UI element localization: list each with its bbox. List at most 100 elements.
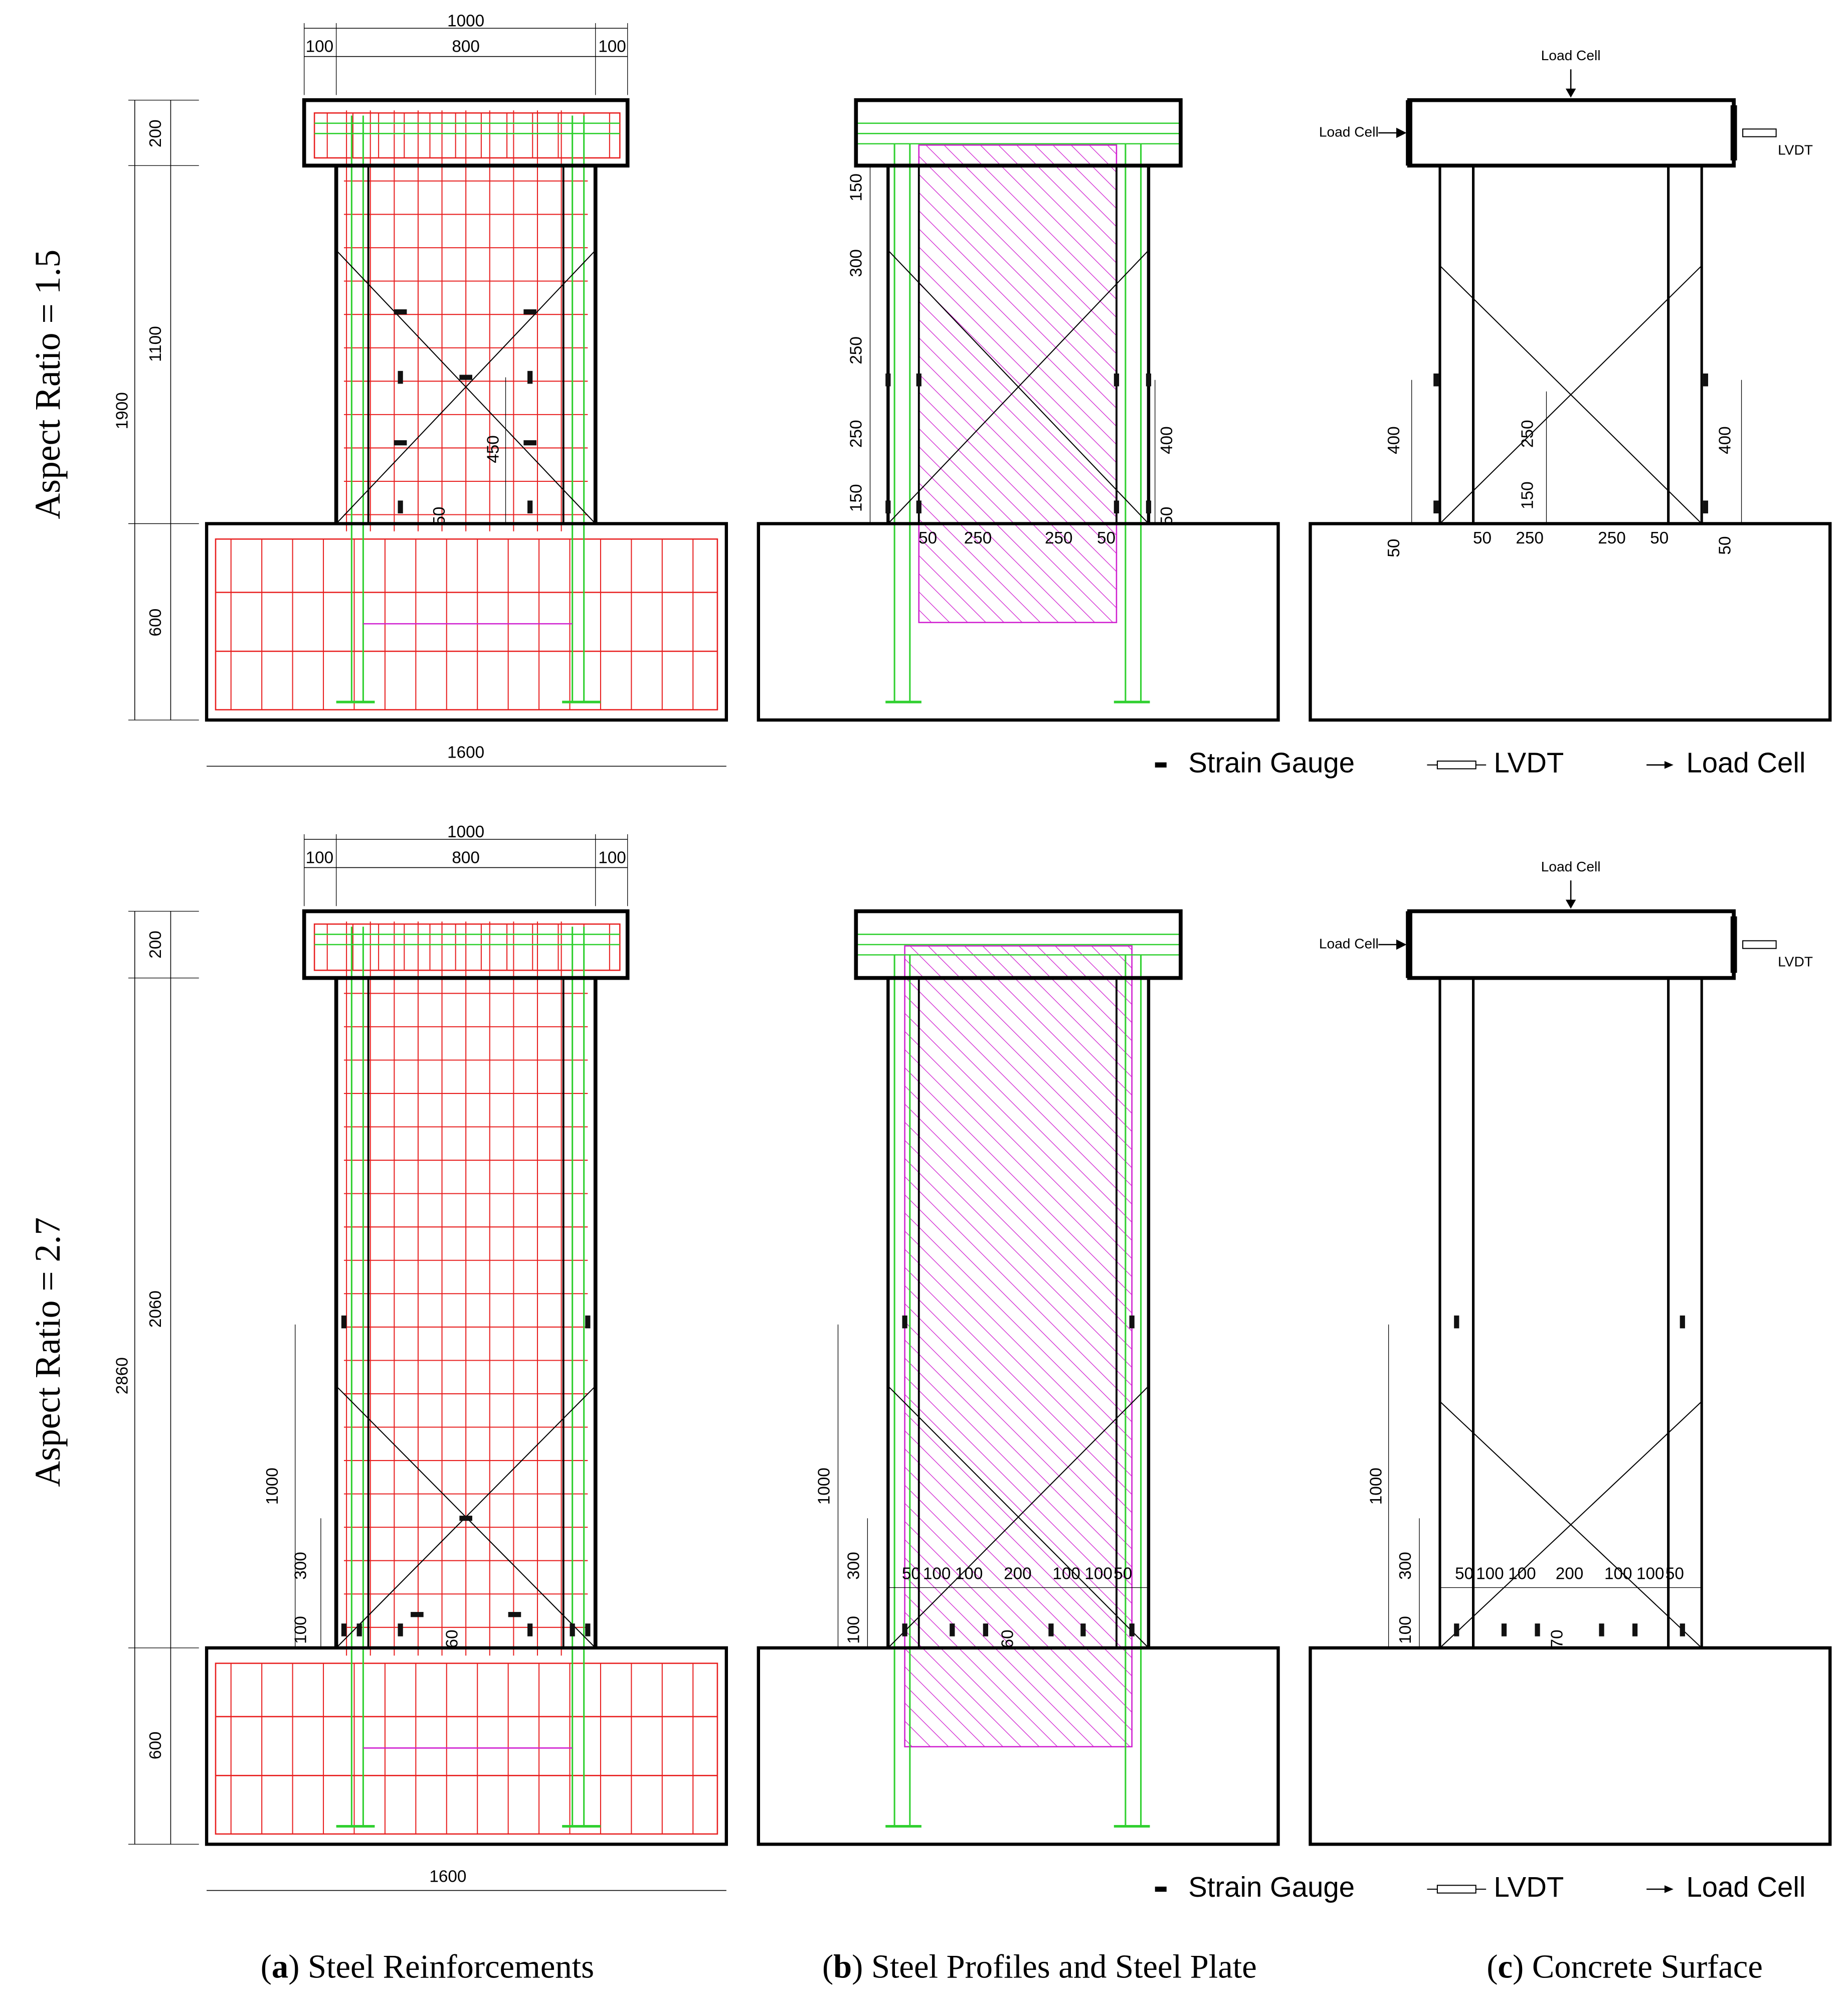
- captions: (a) Steel Reinforcements (b) Steel Profi…: [261, 1949, 1763, 1985]
- strain-gauge: [585, 1623, 591, 1636]
- strain-gauge: [1454, 1623, 1459, 1636]
- strain-gauge: [902, 1315, 907, 1329]
- label: LVDT: [1778, 954, 1813, 969]
- legend-label: Load Cell: [1686, 1871, 1805, 1903]
- label: Load Cell: [1319, 936, 1379, 951]
- label: 250: [1045, 529, 1073, 548]
- lvdt: [1742, 940, 1777, 949]
- foundation: [1309, 522, 1832, 722]
- steel-plate: [918, 144, 1118, 623]
- strain-gauge: [916, 373, 921, 387]
- strain-gauge: [1680, 1623, 1685, 1636]
- strain-gauge: [398, 371, 403, 384]
- label: 250: [1516, 529, 1544, 548]
- label: 50: [430, 507, 449, 525]
- caption: (a) Steel Reinforcements: [261, 1949, 594, 1985]
- foundation: [205, 522, 728, 722]
- strain-gauge: [1048, 1623, 1054, 1636]
- strain-gauge: [341, 1623, 347, 1636]
- strain-gauge: [523, 309, 536, 315]
- label: 250: [847, 420, 866, 448]
- label: 100: [1052, 1565, 1080, 1583]
- strain-gauge: [1146, 500, 1152, 513]
- strain-gauge: [398, 500, 403, 513]
- label: 400: [1716, 426, 1735, 454]
- strain-gauge: [885, 500, 891, 513]
- label: 1600: [447, 743, 484, 762]
- line: [887, 1385, 1149, 1649]
- beam: [854, 98, 1183, 168]
- strain-gauge: [523, 440, 536, 446]
- label: 100: [1476, 1565, 1504, 1583]
- strain-gauge: [950, 1623, 955, 1636]
- arrow: [1396, 127, 1407, 138]
- label: 50: [1455, 1565, 1473, 1583]
- label: 100: [1604, 1565, 1632, 1583]
- label: 100: [1508, 1565, 1536, 1583]
- strain-gauge: [398, 1623, 403, 1636]
- label: 200: [1004, 1565, 1032, 1583]
- beam: [854, 909, 1183, 980]
- label: 250: [1598, 529, 1626, 548]
- legend-label: Strain Gauge: [1188, 1871, 1355, 1903]
- strain-gauge: [983, 1623, 988, 1636]
- caption: (b) Steel Profiles and Steel Plate: [822, 1949, 1257, 1985]
- legend-arrow: [1664, 1885, 1674, 1893]
- line: [887, 250, 1149, 524]
- strain-gauge: [341, 1315, 347, 1329]
- strain-gauge: [1129, 1623, 1135, 1636]
- foundation: [757, 1646, 1280, 1846]
- strain-gauge: [1433, 500, 1439, 513]
- label: 2060: [146, 1291, 165, 1328]
- arrow: [1565, 88, 1576, 98]
- strain-gauge: [459, 375, 472, 380]
- label: 60: [999, 1629, 1017, 1648]
- strain-gauge: [570, 1623, 575, 1636]
- line: [1439, 1401, 1702, 1649]
- label: 400: [1385, 426, 1403, 454]
- label: 100: [1636, 1565, 1665, 1583]
- label: 50: [1114, 1565, 1132, 1583]
- label: 150: [847, 173, 866, 202]
- foundation: [757, 522, 1280, 722]
- legend-gauge: [1155, 1886, 1167, 1892]
- label: 50: [1473, 529, 1492, 548]
- steel-plate: [904, 945, 1133, 1748]
- label: 100: [1396, 1616, 1415, 1644]
- strain-gauge: [1114, 373, 1120, 387]
- strain-gauge: [459, 1516, 472, 1521]
- strain-gauge: [1454, 1315, 1459, 1329]
- label: 1000: [263, 1468, 282, 1505]
- label: 450: [484, 435, 502, 463]
- foundation: [1309, 1646, 1832, 1846]
- label: 150: [1518, 481, 1537, 509]
- strain-gauge: [1632, 1623, 1638, 1636]
- strain-gauge: [356, 1623, 362, 1636]
- strain-gauge: [411, 1612, 424, 1617]
- label: 50: [1666, 1565, 1684, 1583]
- strain-gauge: [1680, 1315, 1685, 1329]
- label: 300: [847, 249, 866, 277]
- label: 400: [1158, 426, 1176, 454]
- label: 1000: [447, 823, 484, 841]
- line: [335, 250, 596, 524]
- label: 1900: [113, 392, 132, 429]
- row-label: Aspect Ratio = 1.5: [28, 250, 68, 519]
- strain-gauge: [527, 1623, 533, 1636]
- label: 100: [845, 1616, 863, 1644]
- arrow: [1565, 899, 1576, 909]
- label: 50: [1716, 536, 1735, 555]
- strain-gauge: [1433, 373, 1439, 387]
- label: 800: [452, 38, 480, 56]
- label: 200: [1556, 1565, 1584, 1583]
- label: 250: [1518, 420, 1537, 448]
- label: 150: [847, 484, 866, 512]
- label: 1000: [447, 12, 484, 30]
- label: 100: [306, 848, 334, 867]
- strain-gauge: [1501, 1623, 1507, 1636]
- label: Load Cell: [1541, 48, 1601, 63]
- beam: [302, 909, 630, 980]
- lvdt: [1742, 128, 1777, 137]
- label: Load Cell: [1541, 859, 1601, 874]
- legend-label: Load Cell: [1686, 747, 1805, 779]
